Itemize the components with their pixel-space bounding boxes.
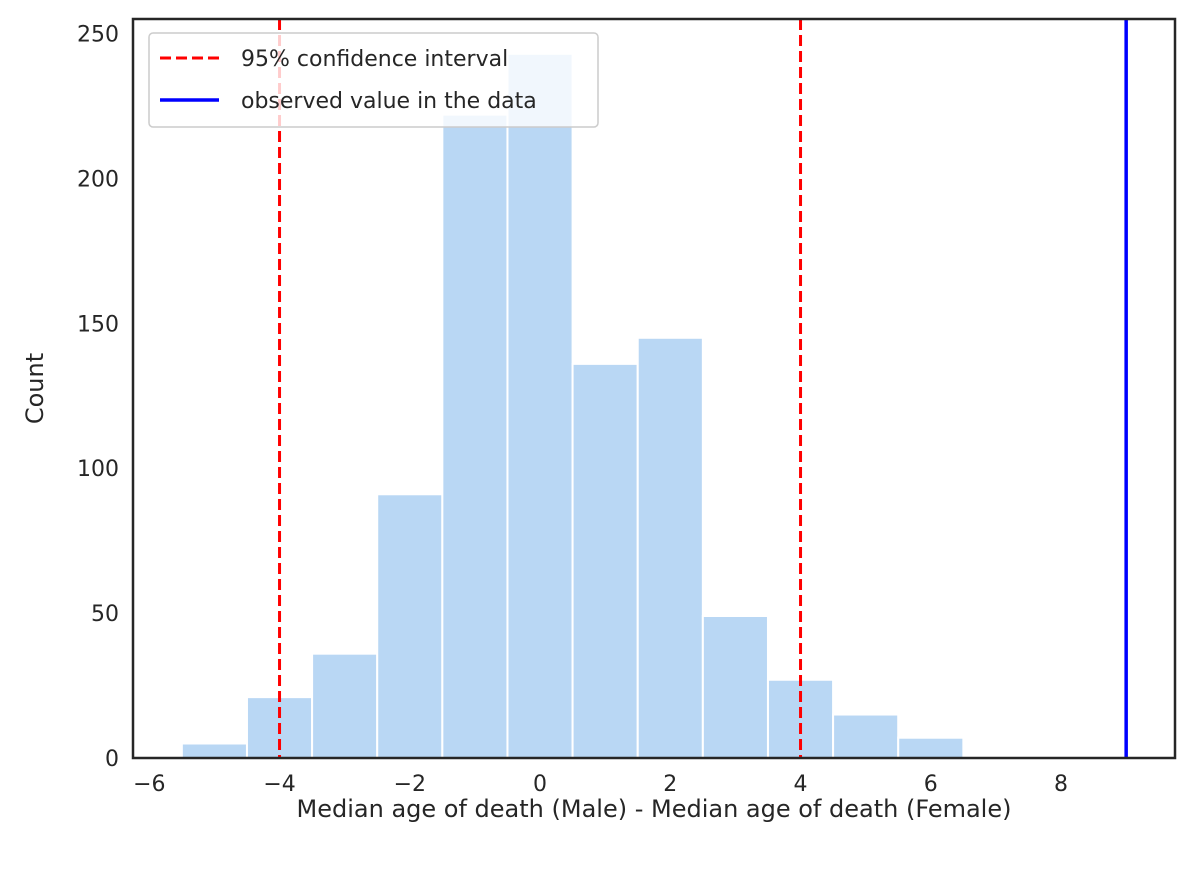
y-tick-label: 100 <box>77 457 119 482</box>
y-tick-label: 200 <box>77 167 119 192</box>
axes-frame <box>131 17 1177 760</box>
y-tick-label: 150 <box>77 312 119 337</box>
legend-label-observed: observed value in the data <box>241 89 537 114</box>
x-tick-label: −4 <box>263 772 295 797</box>
x-tick-label: −2 <box>394 772 426 797</box>
y-ticks-group: 0 50 100 150 200 250 <box>77 22 119 772</box>
histogram-bar <box>311 652 379 760</box>
x-ticks-group: −6 −4 −2 0 2 4 6 8 <box>133 772 1068 797</box>
x-tick-label: 4 <box>794 772 808 797</box>
x-tick-label: 8 <box>1054 772 1068 797</box>
histogram-bar <box>571 362 639 759</box>
x-tick-label: 2 <box>663 772 677 797</box>
histogram-bar <box>376 493 444 759</box>
x-tick-label: 0 <box>533 772 547 797</box>
y-tick-label: 250 <box>77 22 119 47</box>
x-axis-label: Median age of death (Male) - Median age … <box>297 795 1012 823</box>
x-tick-label: 6 <box>924 772 938 797</box>
histogram-bar <box>832 713 900 760</box>
histogram-bar <box>897 736 965 760</box>
legend: 95% confidence interval observed value i… <box>148 32 599 128</box>
y-tick-label: 0 <box>105 747 119 772</box>
histogram-bar <box>506 52 574 759</box>
bars-group <box>180 52 965 760</box>
reference-lines-group <box>278 19 1128 758</box>
x-tick-label: −6 <box>133 772 165 797</box>
legend-box <box>148 32 599 128</box>
y-axis-label: Count <box>21 353 49 424</box>
histogram-bar <box>636 336 704 759</box>
histogram-bar <box>701 614 769 760</box>
y-tick-label: 50 <box>91 602 119 627</box>
legend-label-ci: 95% confidence interval <box>241 47 508 72</box>
histogram-bar <box>180 742 248 760</box>
histogram-bar <box>441 113 509 759</box>
